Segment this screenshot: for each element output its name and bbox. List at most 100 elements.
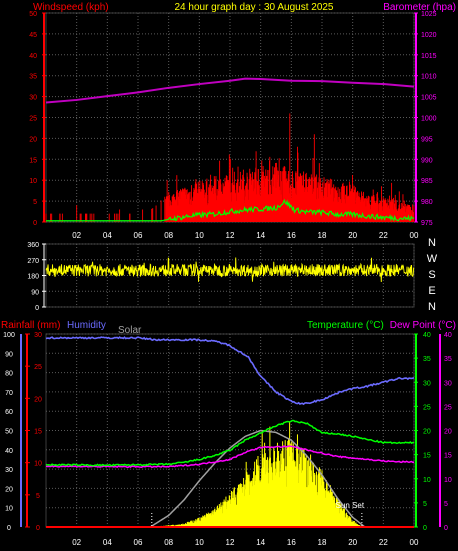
rainfall-title: Rainfall (mm) <box>1 320 60 331</box>
temperature-tick-label: 0 <box>423 525 427 532</box>
barometer-tick-label: 995 <box>421 136 433 143</box>
rain-humidity-temp-chart: 02 04 06 08 10 12 14 16 18 20 22 000102030405060708… <box>3 332 452 547</box>
dew-point-tick-label: 5 <box>444 501 448 508</box>
barometer-axis-title: Barometer (hpa) <box>383 2 456 13</box>
temperature-tick-label: 30 <box>423 380 431 387</box>
dew-point-tick-label: 0 <box>444 525 448 532</box>
dew-point-title: Dew Point (°C) <box>390 320 456 331</box>
x-tick-label: 18 <box>318 231 327 240</box>
x-tick-label: 18 <box>318 538 327 547</box>
humidity-tick-label: 30 <box>5 467 13 474</box>
temperature-tick-label: 20 <box>423 429 431 436</box>
wind-average-series <box>46 198 415 222</box>
barometer-tick-label: 1005 <box>421 95 437 102</box>
x-tick-label: 02 <box>72 538 81 547</box>
humidity-tick-label: 0 <box>7 525 11 532</box>
windspeed-tick-label: 50 <box>29 11 37 18</box>
humidity-tick-label: 10 <box>5 506 13 513</box>
windspeed-tick-label: 30 <box>29 95 37 102</box>
windspeed-tick-label: 40 <box>29 53 37 60</box>
dew-point-tick-label: 40 <box>444 332 452 339</box>
barometer-tick-label: 975 <box>421 220 433 227</box>
windspeed-tick-label: 25 <box>29 116 37 123</box>
x-tick-label: 10 <box>195 231 204 240</box>
direction-tick-label: 90 <box>31 289 39 296</box>
x-tick-label: 08 <box>164 231 173 240</box>
humidity-tick-label: 20 <box>5 486 13 493</box>
temperature-tick-label: 35 <box>423 356 431 363</box>
x-tick-label: 14 <box>256 538 265 547</box>
rain-tick-label: 0 <box>36 525 40 532</box>
barometer-tick-label: 1000 <box>421 116 437 123</box>
windspeed-tick-label: 0 <box>33 220 37 227</box>
windspeed-tick-label: 45 <box>29 32 37 39</box>
x-tick-label: 22 <box>379 538 388 547</box>
x-tick-label: 14 <box>256 231 265 240</box>
rain-tick-label: 15 <box>34 429 42 436</box>
wind-baro-chart: 02 04 06 08 10 12 14 16 18 20 22 000510152025303540… <box>29 11 436 240</box>
temperature-tick-label: 10 <box>423 477 431 484</box>
direction-tick-label: 270 <box>27 258 39 265</box>
dew-point-tick-label: 25 <box>444 404 452 411</box>
windspeed-axis-title: Windspeed (kph) <box>33 2 109 13</box>
x-tick-label: 04 <box>103 231 112 240</box>
windspeed-tick-label: 15 <box>29 157 37 164</box>
windspeed-tick-label: 35 <box>29 74 37 81</box>
barometer-tick-label: 1015 <box>421 53 437 60</box>
graph-title: 24 hour graph day : 30 August 2025 <box>174 2 333 13</box>
rain-tick-label: 25 <box>34 364 42 371</box>
humidity-title: Humidity <box>67 320 106 331</box>
solar-title: Solar <box>118 325 142 336</box>
humidity-tick-label: 60 <box>5 409 13 416</box>
humidity-tick-label: 80 <box>5 371 13 378</box>
x-tick-label: 22 <box>379 231 388 240</box>
x-tick-label: 06 <box>134 231 143 240</box>
compass-label: E <box>428 285 435 297</box>
windspeed-tick-label: 10 <box>29 178 37 185</box>
sunset-label: Sun Set <box>336 501 365 510</box>
dew-point-series <box>45 445 415 469</box>
humidity-series <box>45 336 415 406</box>
compass-label: N <box>428 301 436 313</box>
x-tick-label: 12 <box>226 231 235 240</box>
x-tick-label: 12 <box>226 538 235 547</box>
wind-direction-series <box>45 257 415 283</box>
barometer-tick-label: 1025 <box>421 11 437 18</box>
compass-label: N <box>428 237 436 249</box>
barometer-tick-label: 1020 <box>421 32 437 39</box>
compass-label: W <box>427 253 438 265</box>
wind-gust-series <box>45 113 415 222</box>
compass-label: S <box>428 269 435 281</box>
humidity-tick-label: 90 <box>5 351 13 358</box>
humidity-tick-label: 100 <box>3 332 15 339</box>
temperature-tick-label: 5 <box>423 501 427 508</box>
direction-tick-label: 0 <box>35 305 39 312</box>
dew-point-tick-label: 10 <box>444 477 452 484</box>
humidity-tick-label: 50 <box>5 429 13 436</box>
solar-max-curve <box>149 429 366 528</box>
humidity-tick-label: 40 <box>5 448 13 455</box>
solar-series <box>151 422 363 527</box>
temperature-series <box>45 419 415 467</box>
direction-tick-label: 360 <box>27 242 39 249</box>
barometer-tick-label: 980 <box>421 199 433 206</box>
barometer-series <box>45 77 415 104</box>
windspeed-tick-label: 20 <box>29 136 37 143</box>
humidity-tick-label: 70 <box>5 390 13 397</box>
x-tick-label: 16 <box>287 538 296 547</box>
x-tick-label: 00 <box>410 538 419 547</box>
rain-tick-label: 5 <box>36 493 40 500</box>
dew-point-tick-label: 35 <box>444 356 452 363</box>
x-tick-label: 00 <box>410 231 419 240</box>
x-tick-label: 06 <box>134 538 143 547</box>
temperature-tick-label: 40 <box>423 332 431 339</box>
temperature-title: Temperature (°C) <box>307 320 384 331</box>
x-tick-label: 02 <box>72 231 81 240</box>
x-tick-label: 20 <box>348 538 357 547</box>
barometer-tick-label: 985 <box>421 178 433 185</box>
x-tick-label: 04 <box>103 538 112 547</box>
rain-tick-label: 20 <box>34 396 42 403</box>
